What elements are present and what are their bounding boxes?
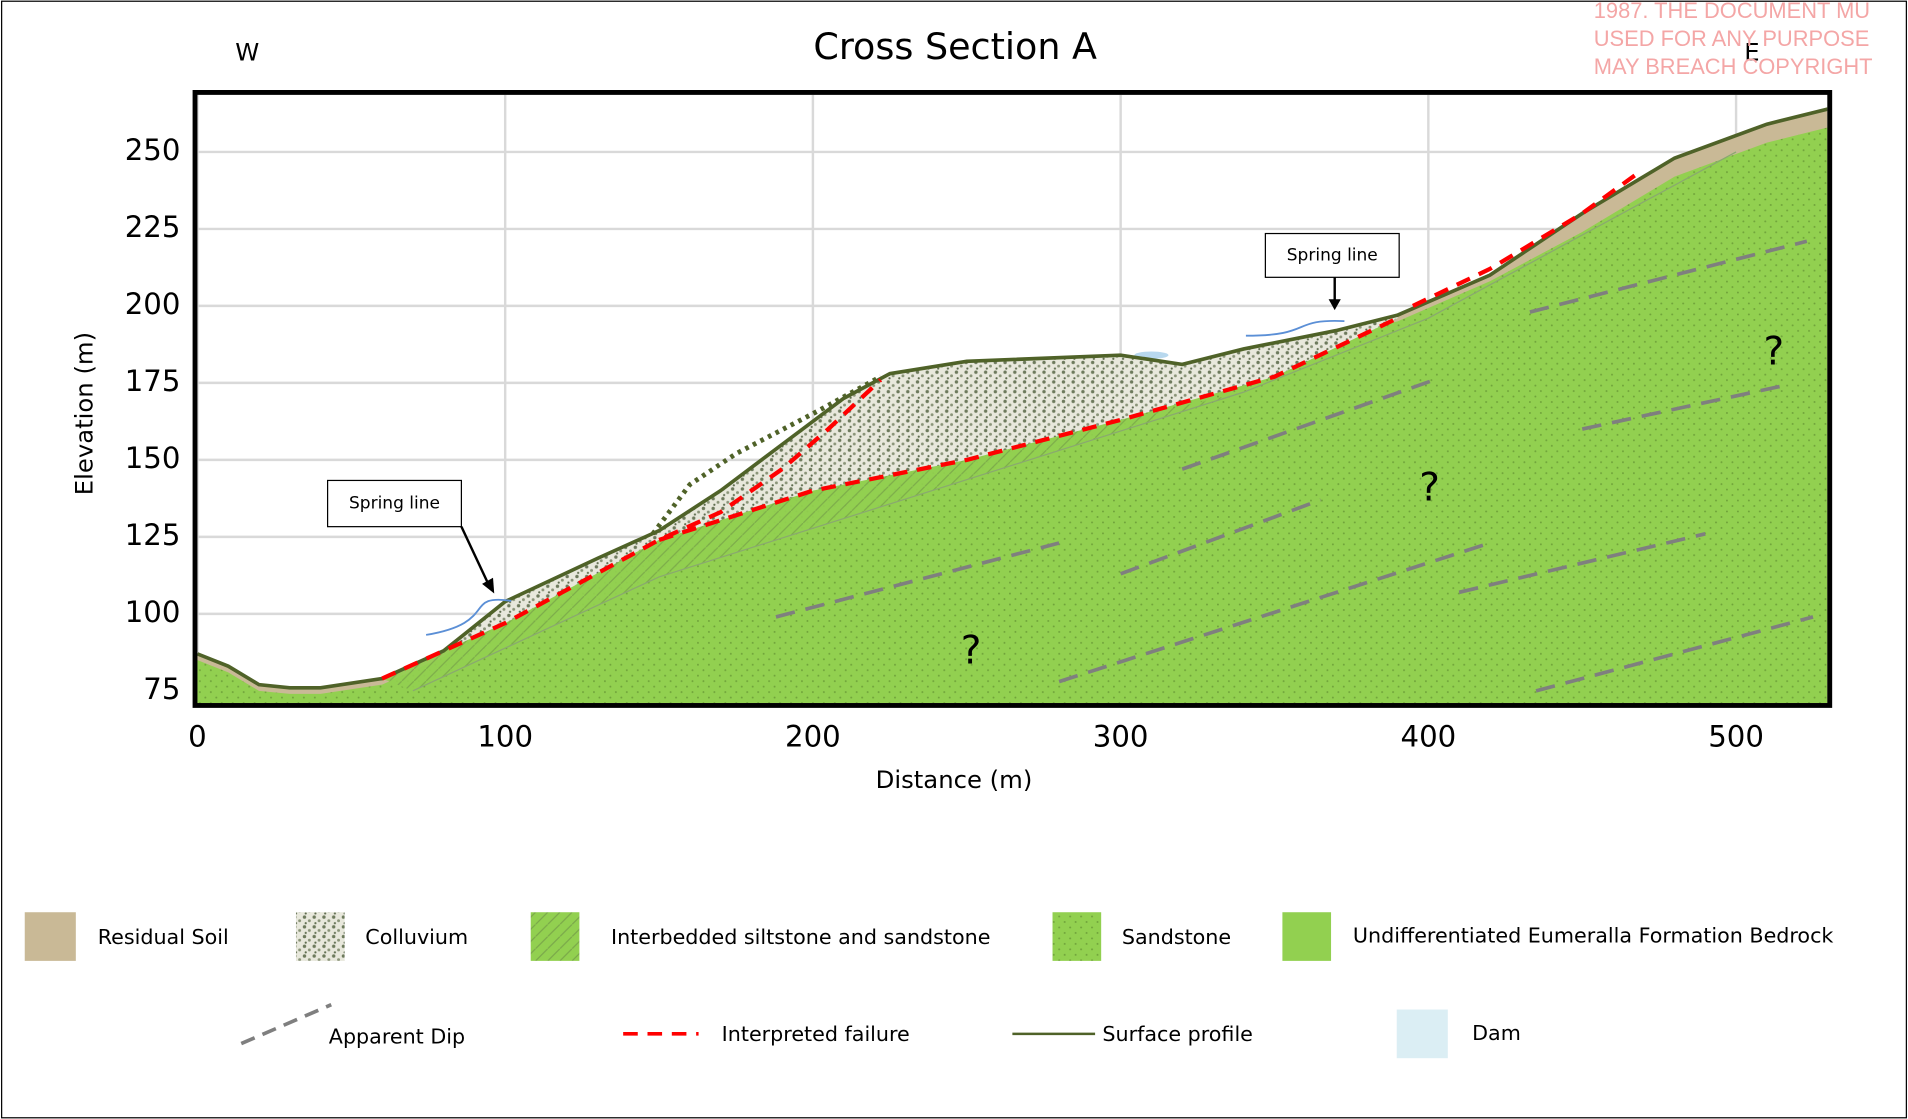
page: {"title":"Cross Section A","west":"W","e… <box>0 0 1908 1119</box>
question-mark: ? <box>1419 466 1440 511</box>
legend-swatch <box>296 912 345 961</box>
callout-text: Spring line <box>349 494 440 514</box>
y-tick-label: 225 <box>125 210 181 244</box>
question-mark: ? <box>1763 329 1784 374</box>
y-tick-label: 150 <box>125 441 181 475</box>
x-axis-label: Distance (m) <box>876 765 1033 794</box>
legend-label: Apparent Dip <box>329 1025 465 1049</box>
legend-label: Surface profile <box>1102 1022 1253 1046</box>
y-axis-label: Elevation (m) <box>70 332 99 495</box>
x-tick-label: 400 <box>1400 719 1456 753</box>
x-tick-label: 200 <box>785 719 841 753</box>
legend-swatch <box>531 912 580 961</box>
legend-label: Interbedded siltstone and sandstone <box>611 925 990 949</box>
legend-label: Undifferentiated Eumeralla Formation Bed… <box>1353 924 1833 948</box>
y-tick-label: 125 <box>125 518 181 552</box>
question-mark: ? <box>961 629 982 674</box>
legend-swatch <box>1397 1010 1448 1059</box>
x-tick-label: 0 <box>188 719 207 753</box>
x-tick-label: 300 <box>1093 719 1149 753</box>
legend-label: Dam <box>1472 1021 1521 1045</box>
title: Cross Section A <box>813 25 1097 68</box>
y-tick-label: 200 <box>125 287 181 321</box>
watermark: USED FOR ANY PURPOSE <box>1594 26 1870 51</box>
legend-label: Sandstone <box>1122 925 1231 949</box>
legend-swatch <box>1282 912 1331 961</box>
diagram: Cross Section A W E 1987. THE DOCUMENT M… <box>0 0 1908 1119</box>
legend-swatch <box>1053 912 1102 961</box>
watermark: 1987. THE DOCUMENT MU <box>1594 0 1870 23</box>
watermark: MAY BREACH COPYRIGHT <box>1594 54 1873 79</box>
callout-text: Spring line <box>1287 245 1378 265</box>
y-tick-label: 175 <box>125 364 181 398</box>
y-tick-label: 75 <box>143 672 180 706</box>
y-tick-label: 100 <box>125 595 181 629</box>
y-tick-label: 250 <box>125 133 181 167</box>
west-label: W <box>235 38 259 67</box>
x-tick-label: 500 <box>1708 719 1764 753</box>
legend-label: Residual Soil <box>98 925 229 949</box>
legend-label: Colluvium <box>365 925 468 949</box>
legend-swatch <box>25 912 76 961</box>
x-tick-label: 100 <box>477 719 533 753</box>
legend-label: Interpreted failure <box>722 1022 910 1046</box>
